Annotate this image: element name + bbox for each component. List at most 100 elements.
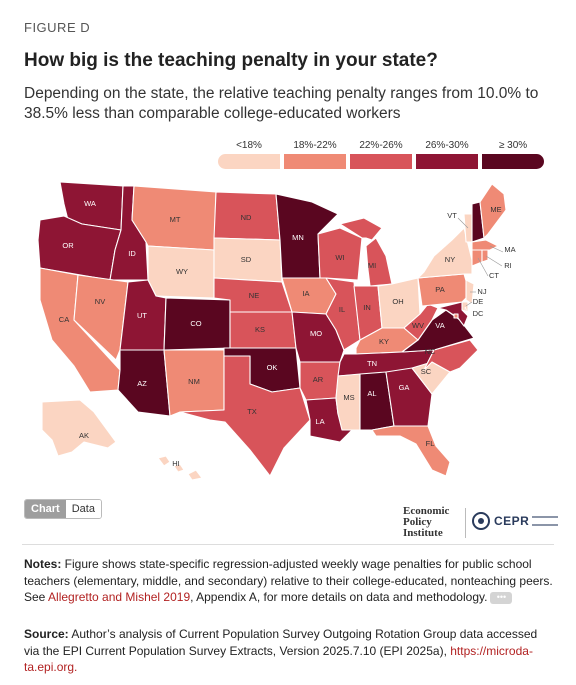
state-label-wi: WI	[335, 253, 344, 262]
label-leader-lines	[457, 217, 504, 307]
legend-swatch	[350, 154, 412, 169]
state-label-va: VA	[435, 321, 444, 330]
epi-logo-line: Economic	[403, 505, 450, 517]
state-label-ks: KS	[255, 325, 265, 334]
state-label-me: ME	[490, 205, 501, 214]
state-label-ri: RI	[504, 261, 512, 270]
state-label-nj: NJ	[477, 287, 486, 296]
state-label-ia: IA	[302, 289, 309, 298]
chart-title: How big is the teaching penalty in your …	[24, 50, 438, 71]
state-label-ok: OK	[267, 363, 278, 372]
epi-logo: Economic Policy Institute	[403, 506, 449, 539]
state-ny[interactable]	[417, 227, 473, 279]
state-label-ga: GA	[399, 383, 410, 392]
state-nv[interactable]	[73, 274, 129, 361]
legend-swatch	[218, 154, 280, 169]
state-va[interactable]	[401, 309, 475, 353]
state-label-tx: TX	[247, 407, 257, 416]
legend-item-under-18[interactable]: <18%	[218, 140, 280, 169]
chart-subtitle: Depending on the state, the relative tea…	[24, 85, 539, 122]
state-label-pa: PA	[435, 285, 444, 294]
state-ct[interactable]	[471, 249, 483, 267]
logo-divider	[465, 508, 466, 538]
state-label-nd: ND	[241, 213, 252, 222]
state-label-nc: NC	[425, 347, 436, 356]
state-ga[interactable]	[385, 367, 433, 427]
notes: Notes: Figure shows state-specific regre…	[24, 556, 554, 606]
legend-swatch	[284, 154, 346, 169]
legend-swatch	[482, 154, 544, 169]
state-label-oh: OH	[392, 297, 403, 306]
state-label-az: AZ	[137, 379, 147, 388]
state-label-ms: MS	[343, 393, 354, 402]
legend-item-30-plus[interactable]: ≥ 30%	[482, 140, 544, 169]
cepr-logo: CEPR	[472, 512, 559, 530]
epi-logo-line: Policy	[403, 516, 432, 528]
state-label-il: IL	[339, 305, 345, 314]
state-me[interactable]	[479, 183, 507, 239]
figure-label: FIGURE D	[24, 20, 91, 35]
state-wy[interactable]	[147, 245, 215, 299]
source-text: Author’s analysis of Current Population …	[24, 627, 538, 658]
state-label-dc: DC	[473, 309, 484, 318]
state-label-in: IN	[363, 303, 371, 312]
cepr-tagline-lines	[532, 516, 559, 526]
notes-text-end: , Appendix A, for more details on data a…	[190, 590, 488, 604]
legend-item-22-26[interactable]: 22%-26%	[350, 140, 412, 169]
epi-logo-line: Institute	[403, 527, 443, 539]
state-label-mi: MI	[368, 261, 376, 270]
state-dc[interactable]	[453, 313, 459, 319]
notes-citation-link[interactable]: Allegretto and Mishel 2019	[48, 590, 191, 604]
tab-chart[interactable]: Chart	[25, 500, 66, 518]
state-label-ne: NE	[249, 291, 259, 300]
state-label-wy: WY	[176, 267, 188, 276]
state-tx[interactable]	[179, 355, 311, 477]
legend-label: ≥ 30%	[498, 140, 528, 151]
state-label-nv: NV	[95, 297, 105, 306]
state-label-or: OR	[62, 241, 74, 250]
cepr-logo-text: CEPR	[494, 514, 530, 528]
state-ak[interactable]	[41, 399, 117, 457]
state-label-wa: WA	[84, 199, 96, 208]
legend-item-26-30[interactable]: 26%-30%	[416, 140, 478, 169]
state-label-co: CO	[190, 319, 201, 328]
state-label-wv: WV	[412, 321, 424, 330]
legend-label: 22%-26%	[359, 140, 403, 151]
source: Source: Author’s analysis of Current Pop…	[24, 626, 554, 676]
more-button[interactable]: •••	[490, 591, 513, 604]
legend-label: 26%-30%	[425, 140, 469, 151]
legend: <18% 18%-22% 22%-26% 26%-30% ≥ 30%	[218, 140, 544, 176]
state-fl[interactable]	[371, 425, 451, 477]
state-label-la: LA	[315, 417, 324, 426]
legend-swatch	[416, 154, 478, 169]
tab-data[interactable]: Data	[65, 500, 101, 518]
state-wi[interactable]	[317, 227, 363, 281]
state-label-fl: FL	[426, 439, 435, 448]
source-lead: Source:	[24, 627, 69, 641]
state-label-ak: AK	[79, 431, 89, 440]
state-md[interactable]	[437, 301, 469, 327]
state-label-vt: VT	[447, 211, 457, 220]
state-label-sc: SC	[421, 367, 432, 376]
legend-label: 18%-22%	[293, 140, 337, 151]
state-ms[interactable]	[335, 373, 361, 431]
state-label-md: MD	[464, 305, 476, 314]
state-label-ut: UT	[137, 311, 147, 320]
state-label-al: AL	[367, 389, 376, 398]
state-label-ma: MA	[504, 245, 515, 254]
state-label-hi: HI	[172, 459, 180, 468]
state-ma[interactable]	[471, 239, 499, 251]
notes-text: Figure shows state-specific regression-a…	[24, 557, 553, 604]
state-hi[interactable]	[157, 455, 203, 480]
state-label-nm: NM	[188, 377, 200, 386]
cepr-mark-icon	[472, 512, 490, 530]
state-label-ar: AR	[313, 375, 324, 384]
state-ri[interactable]	[481, 249, 489, 263]
state-label-mt: MT	[170, 215, 181, 224]
state-label-ct: CT	[489, 271, 499, 280]
state-label-de: DE	[473, 297, 483, 306]
legend-item-18-22[interactable]: 18%-22%	[284, 140, 346, 169]
source-link[interactable]: https://microda­ta.epi.org.	[24, 643, 533, 675]
state-label-ny: NY	[445, 255, 455, 264]
state-label-mo: MO	[310, 329, 322, 338]
